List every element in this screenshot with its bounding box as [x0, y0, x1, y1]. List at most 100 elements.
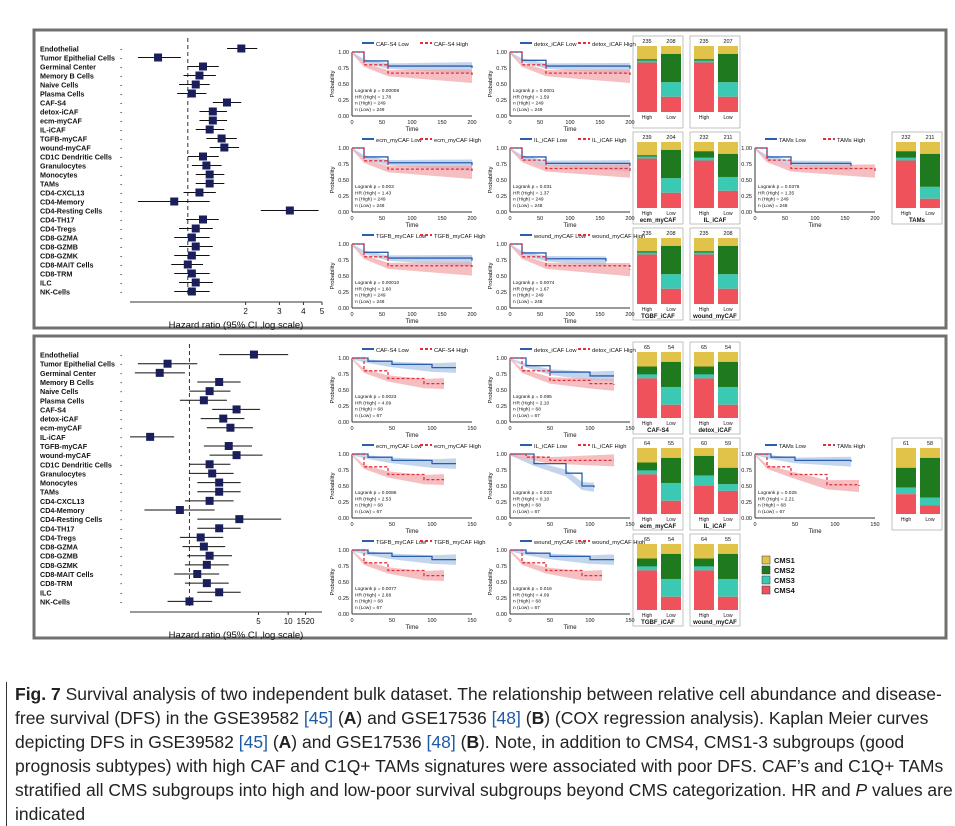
forest-hr-marker: [232, 405, 241, 414]
cms-segment-cms4: [718, 288, 738, 304]
forest-row-label: IL-iCAF: [40, 126, 66, 135]
km-stat-text: HR (High) = 1.37: [513, 190, 549, 196]
cms-legend-swatch: [761, 565, 771, 575]
cms-bar-frame: [689, 227, 741, 321]
km-y-tick: 1.00: [496, 452, 507, 458]
km-y-label: Probability: [488, 166, 494, 193]
km-legend-high: wound_myCAF High: [591, 540, 645, 546]
cms-segment-cms2: [718, 361, 738, 387]
cms-bar-xtick: High: [699, 517, 710, 523]
km-y-tick: 0.75: [338, 372, 349, 378]
figure-caption: Fig. 7 Survival analysis of two independ…: [6, 682, 955, 826]
forest-hr-marker: [215, 487, 224, 496]
km-stat-text: HR (High) = 2.21: [758, 496, 794, 502]
km-stat-text: HR (High) = 2.68: [355, 592, 391, 598]
km-high-ci-band: [755, 148, 875, 178]
cms-bar-xtick: High: [699, 421, 710, 427]
forest-row-label: ILC: [40, 279, 52, 288]
km-x-tick: 0: [350, 618, 353, 624]
km-stat-text: Logrank p = 0.095: [513, 394, 552, 400]
cms-segment-cms2: [637, 155, 657, 157]
cms-bar-count: 54: [668, 537, 674, 543]
km-high-ci-band: [352, 550, 444, 582]
km-y-tick: 0.50: [496, 484, 507, 490]
forest-row-dash: -: [120, 110, 123, 117]
km-plot: detox_iCAF Low detox_iCAF High 1.00 0.75 0.5…: [488, 348, 636, 439]
forest-hr-marker: [199, 542, 208, 551]
km-stat-text: n (High) = 68: [758, 503, 786, 509]
cms-bar-label: IL_iCAF: [704, 218, 727, 224]
cms-bar-frame: [632, 341, 684, 435]
forest-row-label: IL-iCAF: [40, 433, 66, 442]
km-x-tick: 100: [565, 216, 574, 222]
km-legend-low: ecm_myCAF Low: [376, 138, 423, 144]
km-y-tick: 0.00: [338, 420, 349, 426]
forest-row-label: CD4-Memory: [40, 506, 84, 515]
cms-segment-cms4: [920, 198, 940, 208]
citation-link[interactable]: [45]: [238, 732, 268, 752]
citation-link[interactable]: [45]: [303, 708, 334, 728]
forest-hr-marker: [202, 161, 211, 170]
km-y-tick: 0.50: [741, 178, 752, 184]
forest-plot: Endothelial -Tumor Epithelial Cells -Germi…: [39, 38, 325, 331]
cms-segment-cms3: [637, 374, 657, 379]
cms-bar-frame: [689, 533, 741, 627]
cms-bar-frame: [689, 341, 741, 435]
km-legend-low: IL_iCAF Low: [534, 444, 568, 450]
forest-tick-label: 4: [301, 307, 306, 316]
km-x-tick: 50: [389, 618, 395, 624]
cms-bar-xtick: High: [642, 421, 653, 427]
km-high-ci-band: [352, 148, 472, 179]
cms-bar-xtick: High: [642, 307, 653, 313]
cms-segment-cms3: [637, 156, 657, 159]
cms-legend-swatch: [761, 575, 771, 585]
km-stat-text: Logrank p = 0.0023: [355, 394, 397, 400]
cms-segment-cms2: [694, 59, 714, 61]
km-low-ci-band: [510, 358, 614, 382]
km-x-tick: 0: [350, 426, 353, 432]
cms-segment-cms4: [896, 494, 916, 514]
citation-link[interactable]: [48]: [426, 732, 456, 752]
km-x-tick: 100: [427, 522, 436, 528]
forest-hr-marker: [226, 423, 235, 432]
forest-hr-marker: [193, 570, 202, 578]
km-x-tick: 100: [427, 426, 436, 432]
cms-bar-count: 232: [699, 135, 708, 141]
cms-bar-count: 207: [723, 39, 732, 45]
cms-segment-cms4: [661, 192, 681, 208]
forest-row-dash: -: [120, 281, 123, 288]
forest-hr-marker: [205, 179, 214, 188]
km-x-tick: 100: [585, 618, 594, 624]
km-legend-low: TAMs Low: [779, 444, 807, 450]
km-stat-text: HR (High) = 1.78: [355, 94, 391, 100]
km-y-tick: 0.50: [496, 388, 507, 394]
km-x-tick: 200: [625, 120, 634, 126]
cms-bar-frame: [632, 533, 684, 627]
cms-segment-cms1: [920, 142, 940, 154]
km-stat-text: Logrank p = 0.031: [513, 184, 552, 190]
cms-segment-cms2: [694, 455, 714, 476]
km-plot: ecm_myCAF Low ecm_myCAF High 1.00 0.75 0.50 0…: [330, 444, 481, 535]
km-stat-text: Logrank p = 0.00010: [355, 280, 399, 286]
km-y-label: Probability: [488, 70, 494, 97]
forest-hr-marker: [205, 460, 214, 469]
km-low-ci-band: [510, 454, 594, 492]
forest-row-label: NK-Cells: [40, 597, 70, 606]
km-x-tick: 200: [870, 216, 879, 222]
cms-bar-xtick: High: [901, 517, 912, 523]
forest-row-dash: -: [120, 545, 123, 552]
forest-hr-marker: [202, 579, 211, 588]
cms-segment-cms2: [718, 553, 738, 579]
km-x-tick: 100: [565, 120, 574, 126]
km-y-tick: 0.75: [496, 372, 507, 378]
citation-link[interactable]: [48]: [491, 708, 521, 728]
km-x-label: Time: [563, 127, 577, 133]
km-x-tick: 0: [350, 120, 353, 126]
cms-segment-cms2: [718, 153, 738, 177]
forest-hr-marker: [215, 478, 224, 487]
forest-row-dash: -: [120, 92, 123, 99]
cms-segment-cms2: [718, 53, 738, 83]
km-x-tick: 100: [830, 522, 839, 528]
km-x-tick: 50: [379, 216, 385, 222]
